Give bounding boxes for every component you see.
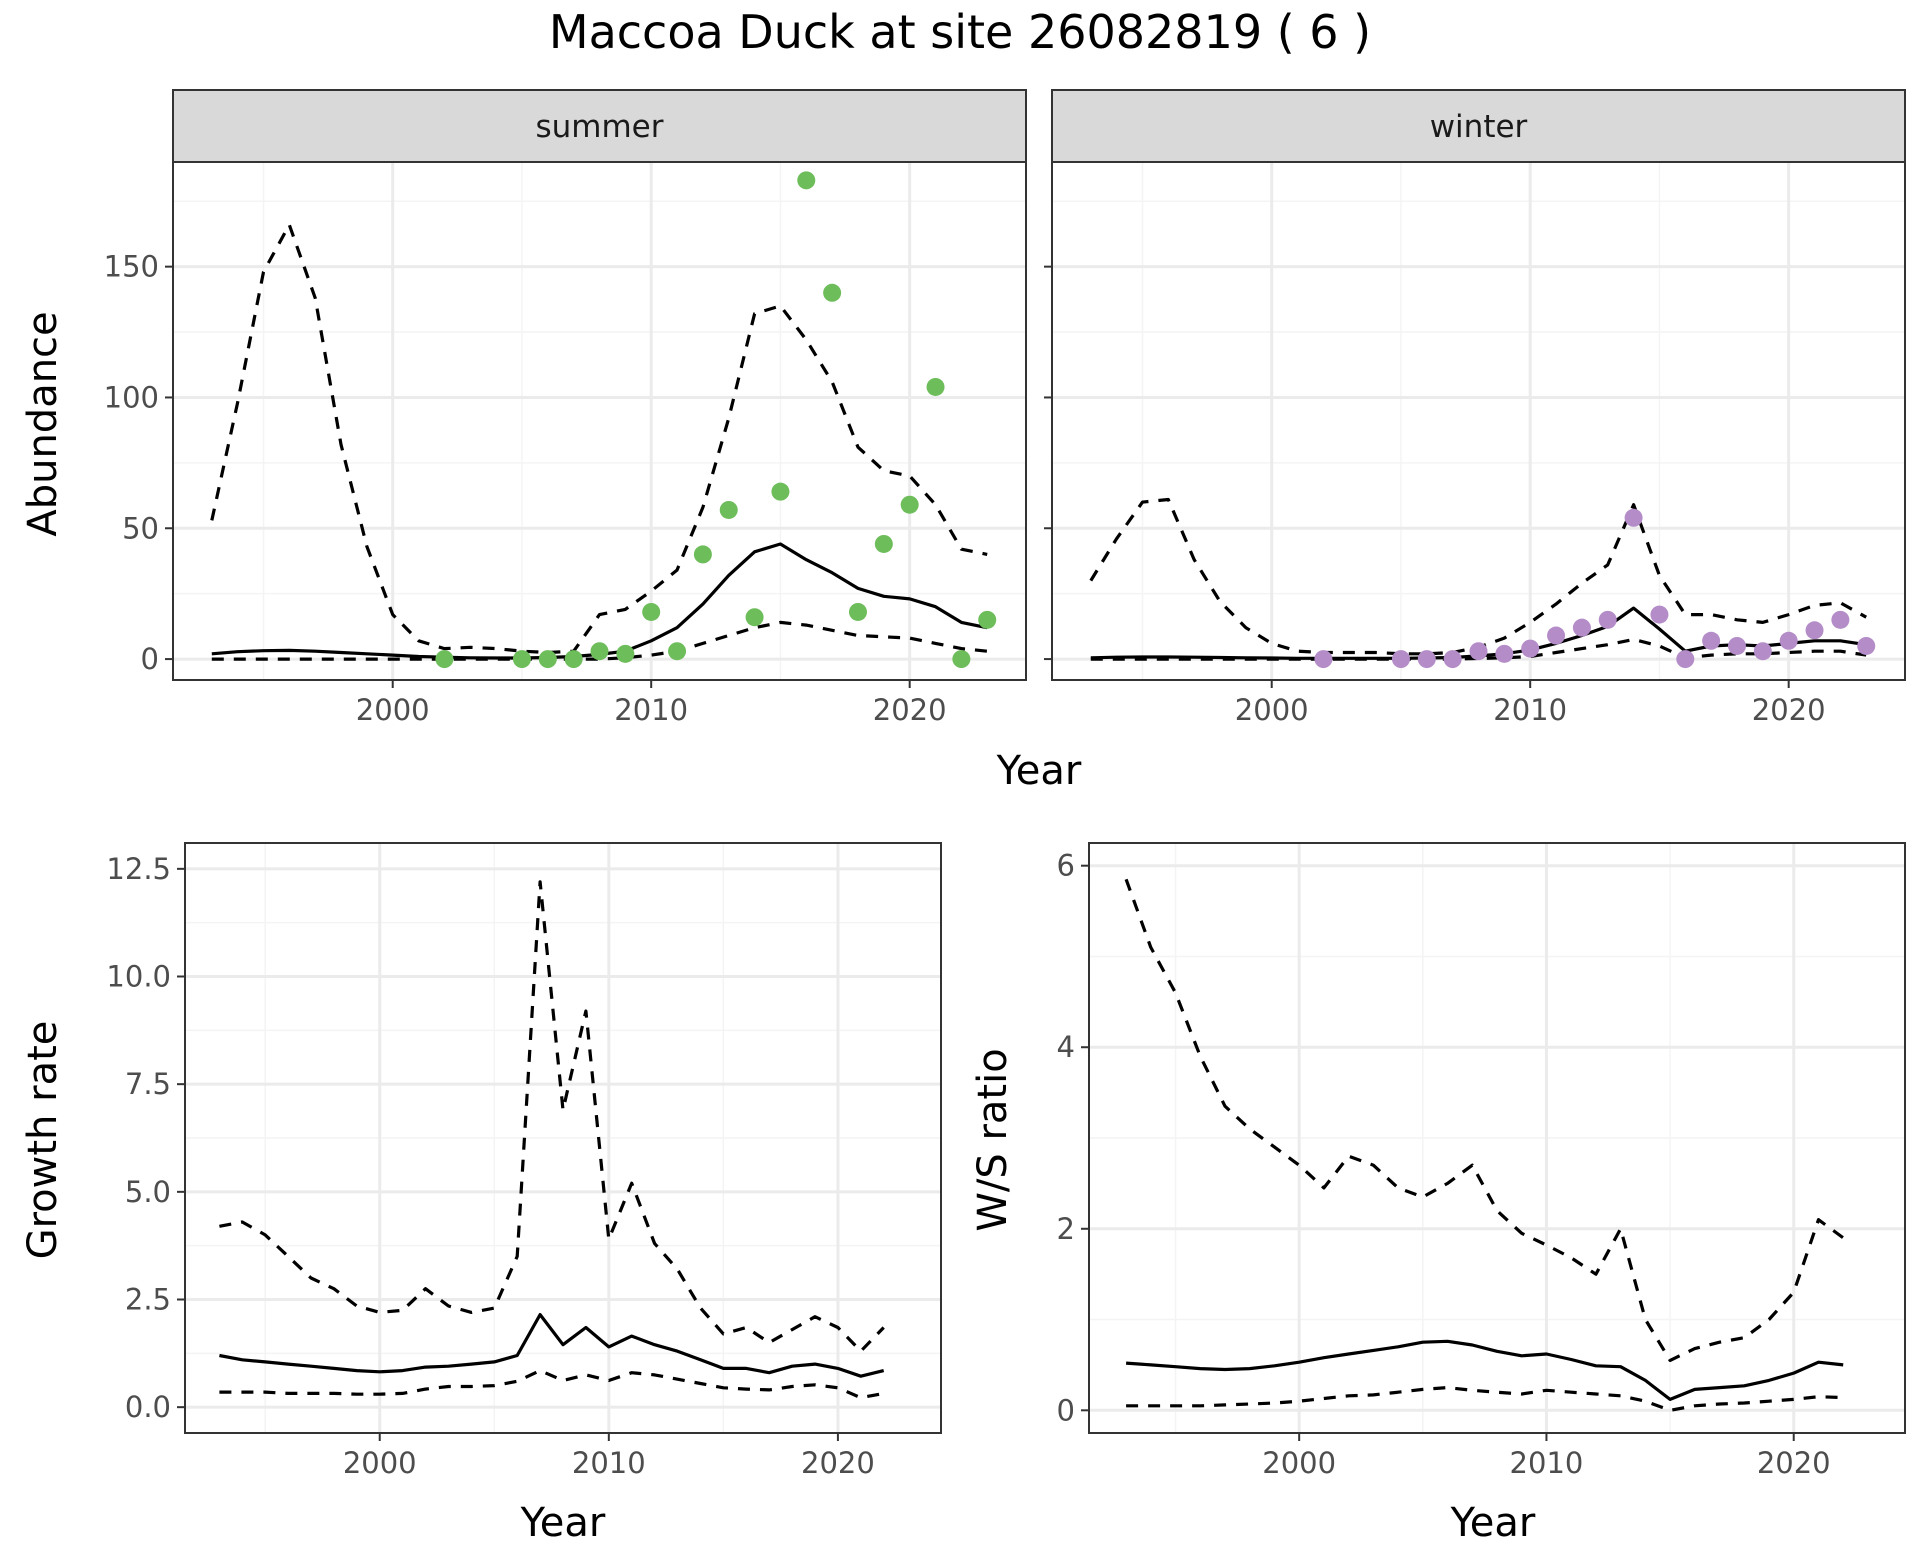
count-point — [719, 500, 738, 519]
count-point — [1727, 636, 1746, 655]
x-tick-label: 2020 — [801, 1446, 875, 1480]
count-point — [1495, 644, 1514, 663]
abundance-y-axis-label: Abundance — [20, 311, 66, 536]
y-tick-label: 0.0 — [125, 1390, 171, 1424]
plot-background — [1052, 162, 1905, 680]
count-point — [1702, 631, 1721, 650]
count-point — [564, 650, 583, 669]
plot-border — [1051, 161, 1906, 681]
abundance-summer-plot: 2000 2010 2020 0 50 100 150 — [104, 161, 1027, 727]
count-point — [512, 650, 531, 669]
count-point — [616, 644, 635, 663]
count-point — [1624, 508, 1643, 527]
interval-line — [210, 223, 988, 655]
y-tick-label: 0 — [1057, 1393, 1075, 1427]
plot-border — [184, 842, 942, 1434]
estimate-line — [1125, 1339, 1844, 1401]
interval-line — [219, 1369, 884, 1400]
count-point — [823, 283, 842, 302]
plot-border — [1088, 842, 1906, 1434]
strip-summer — [172, 89, 1027, 163]
x-tick-label: 2000 — [343, 1446, 417, 1480]
count-point — [1805, 621, 1824, 640]
abundance-x-axis-label: Year — [996, 748, 1082, 794]
count-point — [1391, 650, 1410, 669]
count-point — [538, 650, 557, 669]
count-point — [1547, 626, 1566, 645]
count-point — [1417, 650, 1436, 669]
count-point — [1857, 636, 1876, 655]
count-point — [848, 602, 867, 621]
growth-x-axis-label: Year — [520, 1500, 606, 1546]
growth-rate-plot: 2000 2010 2020 0.0 2.5 5.0 7.5 10.0 12.5 — [106, 842, 942, 1480]
y-tick-label: 6 — [1057, 849, 1075, 883]
count-point — [1831, 610, 1850, 629]
count-point — [668, 642, 687, 661]
interval-line — [1126, 1386, 1844, 1412]
ratio-x-axis-label: Year — [1450, 1500, 1536, 1546]
count-point — [1521, 639, 1540, 658]
y-tick-label: 2 — [1057, 1212, 1075, 1246]
count-point — [693, 545, 712, 564]
x-tick-label: 2010 — [572, 1446, 646, 1480]
x-tick-label: 2000 — [356, 693, 430, 727]
x-tick-label: 2010 — [614, 693, 688, 727]
count-point — [1469, 642, 1488, 661]
count-point — [797, 171, 816, 190]
x-tick-label: 2020 — [1757, 1446, 1831, 1480]
interval-line — [1124, 878, 1845, 1362]
count-point — [435, 650, 454, 669]
y-tick-label: 5.0 — [125, 1175, 171, 1209]
count-point — [1779, 631, 1798, 650]
strip-winter — [1051, 89, 1906, 163]
count-point — [1598, 610, 1617, 629]
count-point — [952, 650, 971, 669]
plot-border — [172, 161, 1027, 681]
interval-line — [219, 880, 885, 1353]
x-tick-label: 2010 — [1510, 1446, 1584, 1480]
y-tick-label: 12.5 — [106, 852, 171, 886]
growth-y-axis-label: Growth rate — [20, 1021, 66, 1260]
x-tick-label: 2000 — [1235, 693, 1309, 727]
count-point — [1650, 605, 1669, 624]
ws-ratio-plot: 2000 2010 2020 0 2 4 6 — [1057, 842, 1906, 1480]
x-tick-label: 2020 — [873, 693, 947, 727]
y-tick-label: 50 — [122, 511, 159, 545]
count-point — [745, 608, 764, 627]
estimate-line — [219, 1313, 885, 1378]
ratio-y-axis-label: W/S ratio — [970, 1048, 1016, 1231]
y-tick-label: 2.5 — [125, 1282, 171, 1316]
count-point — [978, 610, 997, 629]
count-point — [771, 482, 790, 501]
y-tick-label: 7.5 — [125, 1067, 171, 1101]
count-point — [900, 495, 919, 514]
count-point — [1676, 650, 1695, 669]
y-tick-label: 0 — [141, 642, 159, 676]
strip-summer-label: summer — [535, 109, 663, 145]
x-tick-label: 2000 — [1262, 1446, 1336, 1480]
y-tick-label: 150 — [104, 250, 159, 284]
count-point — [590, 642, 609, 661]
y-tick-label: 4 — [1057, 1030, 1075, 1064]
y-tick-label: 100 — [104, 380, 159, 414]
x-tick-label: 2020 — [1752, 693, 1826, 727]
abundance-winter-plot: 2000 2010 2020 — [1044, 161, 1906, 727]
plot-background — [173, 162, 1026, 680]
abundance-winter-panel: winter 2000 2010 2020 — [1044, 89, 1906, 727]
count-point — [1572, 618, 1591, 637]
count-point — [1314, 650, 1333, 669]
count-point — [874, 534, 893, 553]
count-point — [642, 602, 661, 621]
strip-winter-label: winter — [1430, 109, 1528, 145]
abundance-summer-panel: summer 2000 2010 2020 0 50 100 150 — [104, 89, 1027, 727]
count-point — [1443, 650, 1462, 669]
count-point — [1753, 642, 1772, 661]
figure-title: Maccoa Duck at site 26082819 ( 6 ) — [549, 5, 1371, 59]
count-point — [926, 377, 945, 396]
y-tick-label: 10.0 — [106, 960, 171, 994]
x-tick-label: 2010 — [1493, 693, 1567, 727]
